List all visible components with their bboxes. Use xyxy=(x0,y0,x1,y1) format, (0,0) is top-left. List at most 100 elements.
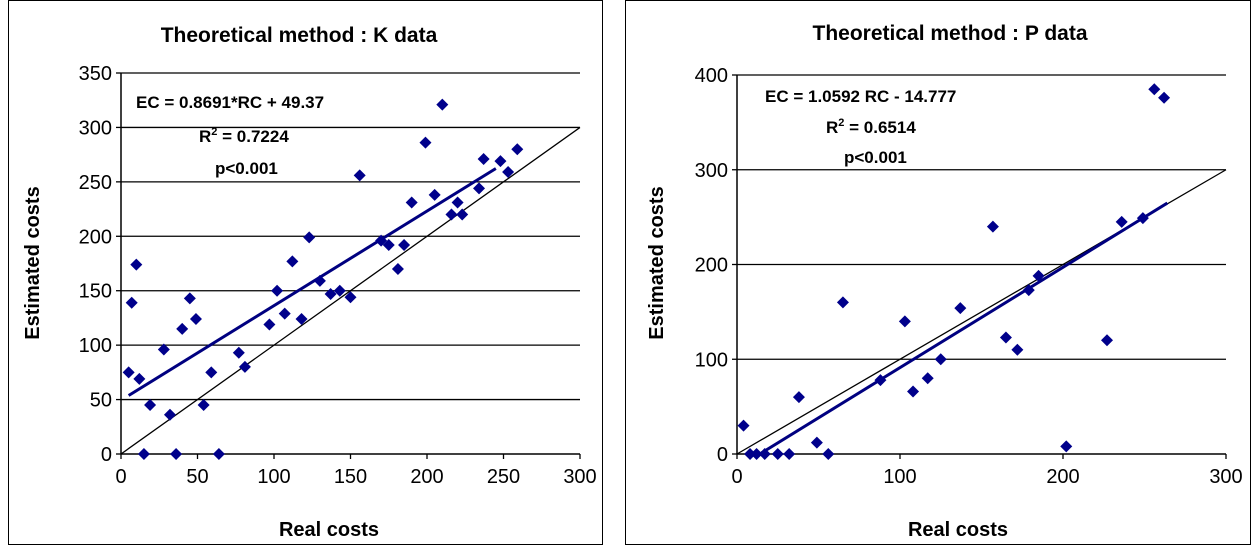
k-point xyxy=(183,292,196,305)
chart-p-pvalue: p<0.001 xyxy=(844,148,907,167)
chart-k-title: Theoretical method : K data xyxy=(161,24,438,47)
k-xtick-label: 50 xyxy=(186,466,208,488)
k-point xyxy=(170,448,183,460)
k-ytick-label: 50 xyxy=(90,390,112,412)
p-point xyxy=(783,448,796,460)
chart-p-ylabel: Estimated costs xyxy=(646,186,668,339)
chart-panel-k: Theoretical method : K data 0 50 100 150 200… xyxy=(8,0,603,545)
p-xtick-label: 0 xyxy=(731,466,742,488)
p-xtick-label: 200 xyxy=(1046,466,1079,488)
k-ytick-label: 200 xyxy=(79,226,112,248)
k-xtick-label: 250 xyxy=(487,466,520,488)
k-xtick-label: 100 xyxy=(257,466,290,488)
p-point xyxy=(874,374,887,387)
p-point xyxy=(810,436,823,449)
p-ytick-label: 400 xyxy=(695,65,728,87)
p-point xyxy=(836,296,849,309)
k-point xyxy=(133,372,146,385)
chart-p-r2-sup: 2 xyxy=(838,117,844,129)
chart-k-r2-value: = 0.7224 xyxy=(217,127,289,146)
p-point xyxy=(737,419,750,432)
k-point xyxy=(157,343,170,356)
k-point xyxy=(205,366,218,379)
chart-p-points xyxy=(737,83,1171,460)
k-point xyxy=(295,313,308,326)
p-ytick-label: 200 xyxy=(695,255,728,277)
chart-p-ticks: 0 100 200 300 400 0 100 200 300 xyxy=(695,65,1243,488)
k-point xyxy=(511,143,524,156)
k-point xyxy=(502,166,515,179)
k-point xyxy=(271,284,284,297)
chart-k-ticks: 0 50 100 150 200 250 300 350 0 50 100 150 200 250 300 xyxy=(79,63,597,488)
k-point xyxy=(122,366,135,379)
k-point xyxy=(137,448,150,460)
chart-k-pvalue: p<0.001 xyxy=(215,159,278,178)
p-point xyxy=(1011,343,1024,356)
p-xtick-label: 100 xyxy=(883,466,916,488)
chart-k-gridlines xyxy=(120,72,580,455)
p-point xyxy=(1032,269,1045,282)
chart-p-equation: EC = 1.0592 RC - 14.777 xyxy=(765,87,956,106)
chart-p-lines xyxy=(736,169,1227,455)
k-point xyxy=(477,152,490,165)
k-point xyxy=(278,307,291,320)
k-identity-line xyxy=(120,126,581,455)
k-point xyxy=(130,258,143,271)
p-ytick-label: 300 xyxy=(695,160,728,182)
p-xtick-label: 300 xyxy=(1209,466,1242,488)
k-regression-line xyxy=(127,167,497,397)
k-point xyxy=(303,231,316,244)
p-point xyxy=(898,315,911,328)
p-point xyxy=(921,372,934,385)
k-point xyxy=(286,255,299,268)
k-point xyxy=(212,448,225,460)
k-point xyxy=(189,313,202,326)
chart-p-r2: R2 = 0.6514 xyxy=(826,117,916,137)
p-point xyxy=(934,353,947,366)
k-point xyxy=(125,296,138,309)
chart-p-r2-value: = 0.6514 xyxy=(844,118,916,137)
chart-k-r2: R2 = 0.7224 xyxy=(199,126,289,146)
chart-k-points xyxy=(122,98,524,460)
p-point xyxy=(1115,215,1128,228)
k-ytick-label: 350 xyxy=(79,63,112,85)
k-point xyxy=(313,274,326,287)
p-point xyxy=(954,302,967,315)
k-point xyxy=(353,169,366,182)
chart-k-ylabel: Estimated costs xyxy=(22,186,44,339)
k-point xyxy=(419,136,432,149)
p-regression-line xyxy=(760,201,1169,455)
k-ytick-label: 0 xyxy=(101,444,112,466)
chart-p-r2-r: R xyxy=(826,118,838,137)
k-xtick-label: 200 xyxy=(410,466,443,488)
k-point xyxy=(473,182,486,195)
p-point xyxy=(1060,440,1073,453)
p-point xyxy=(1101,334,1114,347)
p-point xyxy=(1148,83,1161,96)
k-xtick-label: 300 xyxy=(563,466,596,488)
k-point xyxy=(232,346,245,359)
k-point xyxy=(436,98,449,111)
k-ytick-label: 250 xyxy=(79,172,112,194)
k-point xyxy=(263,318,276,331)
p-point xyxy=(1022,284,1035,297)
k-point xyxy=(456,208,469,221)
chart-k-svg: Theoretical method : K data 0 50 100 150 200… xyxy=(22,24,597,541)
k-point xyxy=(445,208,458,221)
k-xtick-label: 150 xyxy=(334,466,367,488)
k-point xyxy=(176,322,189,335)
p-ytick-label: 0 xyxy=(717,444,728,466)
chart-panel-p: Theoretical method : P data 0 100 200 300 40… xyxy=(625,0,1251,545)
k-point xyxy=(451,196,464,209)
k-point xyxy=(197,399,210,412)
p-point xyxy=(822,448,835,460)
k-point xyxy=(391,262,404,275)
k-point xyxy=(238,360,251,373)
p-point xyxy=(792,391,805,404)
k-point xyxy=(382,238,395,251)
chart-k-lines xyxy=(120,126,581,455)
p-point xyxy=(986,220,999,233)
k-ytick-label: 150 xyxy=(79,281,112,303)
p-point xyxy=(744,448,757,460)
p-point xyxy=(758,448,771,460)
